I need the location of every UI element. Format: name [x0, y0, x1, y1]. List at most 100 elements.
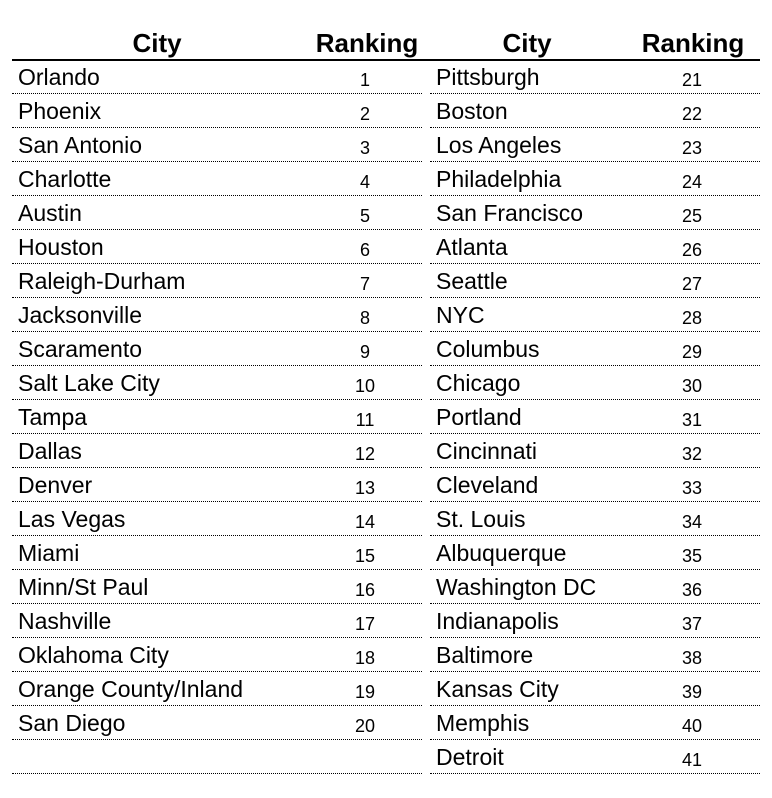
table-row: Philadelphia 24: [430, 162, 760, 196]
table-row: Atlanta 26: [430, 230, 760, 264]
table-row: [12, 740, 422, 774]
table-row: Charlotte 4: [12, 162, 422, 196]
table-row: Houston 6: [12, 230, 422, 264]
city-name: Albuquerque: [436, 540, 567, 566]
table-row: Raleigh-Durham 7: [12, 264, 422, 298]
table-row: Austin 5: [12, 196, 422, 230]
city-name: Salt Lake City: [18, 370, 160, 396]
city-ranking: 34: [681, 512, 703, 532]
city-ranking: 21: [681, 70, 703, 90]
city-name: Nashville: [18, 608, 112, 634]
city-name: Tampa: [18, 404, 88, 430]
city-name: San Antonio: [18, 132, 143, 158]
city-ranking: 8: [359, 308, 370, 328]
city-name: San Diego: [18, 710, 126, 736]
city-ranking: 6: [359, 240, 370, 260]
table-row: Nashville 17: [12, 604, 422, 638]
city-ranking: 28: [681, 308, 703, 328]
table-row: Los Angeles 23: [430, 128, 760, 162]
city-name: Seattle: [436, 268, 508, 294]
city-ranking: 1: [359, 70, 370, 90]
city-name: Memphis: [436, 710, 530, 736]
table-row: Jacksonville 8: [12, 298, 422, 332]
city-ranking: 33: [681, 478, 703, 498]
city-ranking: 18: [354, 648, 376, 668]
city-name: Denver: [18, 472, 93, 498]
city-name: Atlanta: [436, 234, 508, 260]
city-name: Oklahoma City: [18, 642, 169, 668]
city-name: Columbus: [436, 336, 540, 362]
city-name: Baltimore: [436, 642, 534, 668]
table-row: Miami 15: [12, 536, 422, 570]
city-ranking: 11: [355, 410, 375, 430]
city-ranking: 2: [359, 104, 370, 124]
city-name: Dallas: [18, 438, 82, 464]
header-divider: [12, 59, 760, 61]
city-ranking: 7: [359, 274, 370, 294]
table-row: Boston 22: [430, 94, 760, 128]
city-name: Raleigh-Durham: [18, 268, 186, 294]
city-name: Boston: [436, 98, 508, 124]
city-ranking: 22: [681, 104, 703, 124]
table-row: Orange County/Inland 19: [12, 672, 422, 706]
city-ranking: 37: [681, 614, 703, 634]
table-row: Las Vegas 14: [12, 502, 422, 536]
city-name: Cincinnati: [436, 438, 537, 464]
table-row: Pittsburgh 21: [430, 60, 760, 94]
city-name: NYC: [436, 302, 485, 328]
city-ranking: 27: [681, 274, 703, 294]
right-ranking-column: Pittsburgh 21 Boston 22 Los Angeles 23 Philade…: [430, 60, 760, 774]
city-ranking: 10: [354, 376, 376, 396]
city-ranking: 40: [681, 716, 703, 736]
table-row: Denver 13: [12, 468, 422, 502]
table-row: St. Louis 34: [430, 502, 760, 536]
city-name: St. Louis: [436, 506, 526, 532]
table-row: Columbus 29: [430, 332, 760, 366]
table-row: Scaramento 9: [12, 332, 422, 366]
table-row: NYC 28: [430, 298, 760, 332]
table-header-row: City Ranking City Ranking: [0, 26, 772, 60]
city-ranking: 19: [354, 682, 376, 702]
city-name: Jacksonville: [18, 302, 142, 328]
table-row: Baltimore 38: [430, 638, 760, 672]
city-ranking: 15: [354, 546, 376, 566]
city-ranking: 12: [354, 444, 376, 464]
table-row: Tampa 11: [12, 400, 422, 434]
city-ranking: 30: [681, 376, 703, 396]
table-row: Detroit 41: [430, 740, 760, 774]
left-ranking-column: Orlando 1 Phoenix 2 San Antonio 3 Charlotte 4 Au…: [12, 60, 422, 774]
left-city-header: City: [132, 28, 182, 58]
city-name: Las Vegas: [18, 506, 126, 532]
table-row: Cleveland 33: [430, 468, 760, 502]
city-name: Portland: [436, 404, 522, 430]
city-ranking: 9: [359, 342, 370, 362]
city-ranking: 36: [681, 580, 703, 600]
table-row: Oklahoma City 18: [12, 638, 422, 672]
city-ranking: 4: [359, 172, 370, 192]
city-ranking: 39: [681, 682, 703, 702]
table-row: Washington DC 36: [430, 570, 760, 604]
city-ranking: 31: [681, 410, 703, 430]
city-ranking: 26: [681, 240, 703, 260]
city-name: Detroit: [436, 744, 504, 770]
city-name: Kansas City: [436, 676, 559, 702]
city-name: Pittsburgh: [436, 64, 540, 90]
city-ranking: 5: [359, 206, 370, 226]
table-row: Orlando 1: [12, 60, 422, 94]
city-name: Philadelphia: [436, 166, 562, 192]
city-ranking: 32: [681, 444, 703, 464]
table-row: Chicago 30: [430, 366, 760, 400]
table-row: San Diego 20: [12, 706, 422, 740]
city-name: Cleveland: [436, 472, 539, 498]
city-name: Minn/St Paul: [18, 574, 149, 600]
table-row: Albuquerque 35: [430, 536, 760, 570]
city-name: Houston: [18, 234, 104, 260]
table-row: San Antonio 3: [12, 128, 422, 162]
city-ranking: 38: [681, 648, 703, 668]
table-row: San Francisco 25: [430, 196, 760, 230]
table-row: Indianapolis 37: [430, 604, 760, 638]
table-row: Minn/St Paul 16: [12, 570, 422, 604]
city-ranking: 13: [354, 478, 376, 498]
table-row: Dallas 12: [12, 434, 422, 468]
city-name: Orange County/Inland: [18, 676, 244, 702]
